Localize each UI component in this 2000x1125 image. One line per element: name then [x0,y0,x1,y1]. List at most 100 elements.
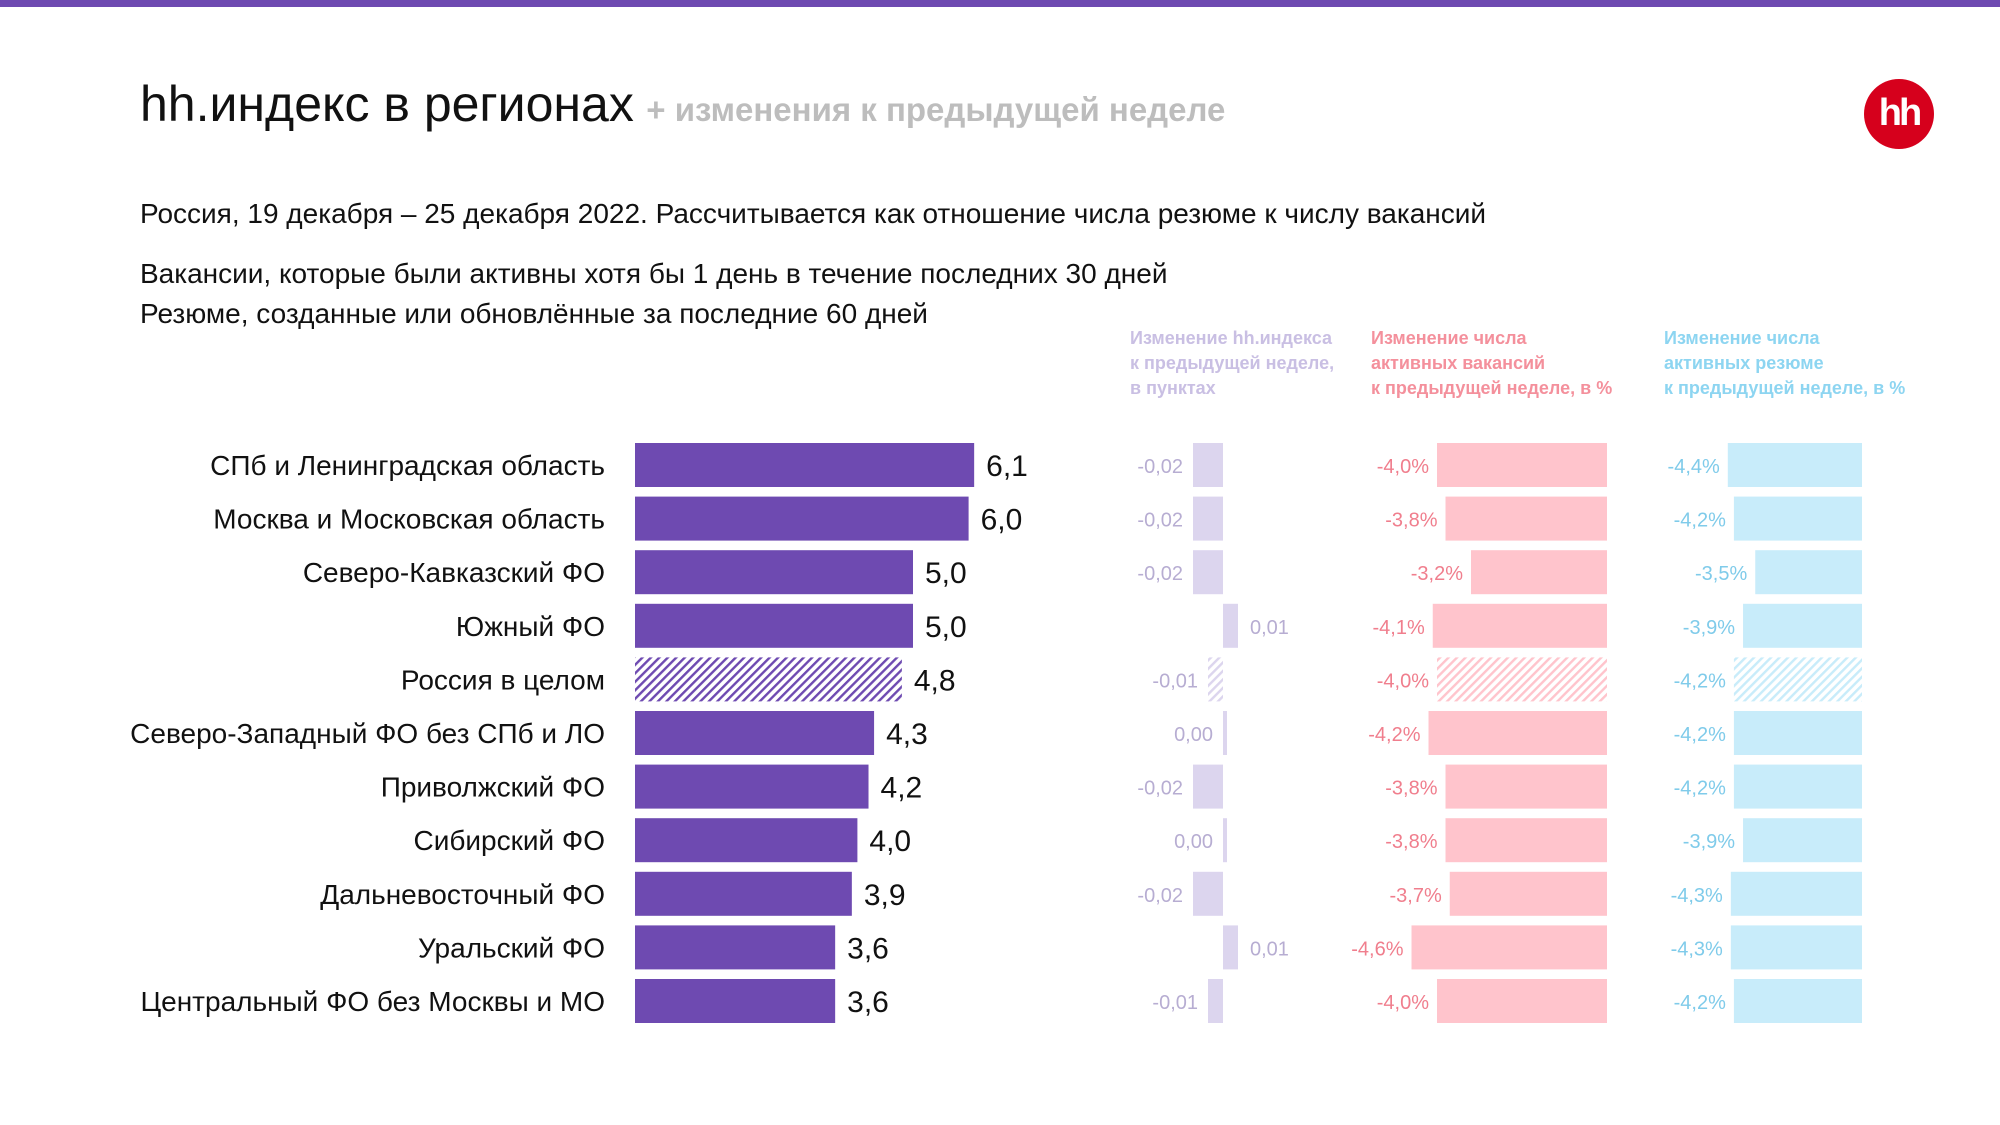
index-bar [635,818,858,863]
category-label: Северо-Кавказский ФО [303,557,605,588]
header-resumes-change: Изменение числа активных резюме к предыд… [1664,326,1906,401]
vacancies-change-bar [1437,657,1607,702]
index-value-label: 5,0 [925,611,967,644]
resumes-change-bar [1727,443,1862,487]
header-index-change-line: в пунктах [1130,378,1216,398]
resumes-change-bar [1733,711,1862,755]
index-change-label: -0,02 [1137,510,1183,532]
header-index-change: Изменение hh.индекса к предыдущей неделе… [1130,326,1360,401]
resumes-change-label: -3,5% [1695,563,1747,585]
resumes-change-bar [1733,657,1862,702]
index-change-bar [1193,550,1223,595]
resumes-change-label: -4,2% [1674,992,1726,1014]
header-vacancies-change-line: к предыдущей неделе, в % [1371,378,1613,398]
resumes-change-label: -4,3% [1671,938,1723,960]
index-bar [635,603,913,648]
vacancies-change-label: -3,8% [1385,510,1437,532]
header-vacancies-change-line: Изменение числа [1371,328,1527,348]
vacancies-change-bar [1445,496,1607,541]
category-label: Центральный ФО без Москвы и МО [140,986,605,1017]
index-change-label: -0,02 [1137,885,1183,907]
page-title: hh.индекс в регионах + изменения к преды… [140,75,1225,133]
resumes-change-label: -3,9% [1683,831,1735,853]
index-value-label: 6,1 [986,450,1028,483]
index-value-label: 4,2 [881,772,923,805]
vacancies-change-label: -4,1% [1373,617,1425,639]
vacancies-change-bar [1471,550,1607,595]
resumes-change-bar [1755,550,1862,595]
resumes-change-label: -4,2% [1674,778,1726,800]
vacancies-change-bar [1445,818,1607,863]
vacancies-change-label: -4,6% [1351,938,1403,960]
index-value-label: 5,0 [925,557,967,590]
vacancies-change-label: -4,0% [1377,670,1429,692]
index-bar [635,550,913,595]
category-label: Москва и Московская область [213,504,605,535]
vacancies-change-bar [1411,925,1607,970]
index-change-bar [1223,603,1238,648]
index-change-label: 0,00 [1174,831,1213,853]
resumes-change-label: -3,9% [1683,617,1735,639]
index-value-label: 6,0 [981,504,1023,537]
resumes-change-label: -4,4% [1668,456,1720,478]
index-change-bar [1193,764,1223,809]
resumes-change-label: -4,3% [1671,885,1723,907]
index-value-label: 4,3 [886,718,928,751]
resumes-change-bar [1730,925,1862,970]
category-label: Приволжский ФО [381,772,605,803]
index-bar [635,443,975,487]
category-label: СПб и Ленинградская область [210,450,605,481]
index-change-label: -0,02 [1137,778,1183,800]
category-label: Дальневосточный ФО [320,879,605,910]
index-change-label: 0,01 [1250,938,1289,960]
resumes-change-bar [1743,818,1862,863]
index-bar [635,657,902,702]
header-index-change-line: Изменение hh.индекса [1130,328,1332,348]
header-resumes-change-line: Изменение числа [1664,328,1820,348]
header-vacancies-change-line: активных вакансий [1371,353,1546,373]
category-label: Сибирский ФО [414,825,606,856]
index-bar [635,764,869,809]
vacancies-change-bar [1428,711,1607,755]
index-value-label: 3,9 [864,879,906,912]
vacancies-change-label: -3,7% [1390,885,1442,907]
header-index-change-line: к предыдущей неделе, [1130,353,1335,373]
index-change-label: -0,02 [1137,563,1183,585]
index-change-bar [1193,871,1223,916]
category-label: Северо-Западный ФО без СПб и ЛО [130,718,605,749]
index-value-label: 4,8 [914,664,956,697]
vacancies-change-label: -3,8% [1385,831,1437,853]
index-change-bar [1223,711,1227,755]
vacancies-change-label: -3,8% [1385,778,1437,800]
title-suffix: + изменения к предыдущей неделе [646,91,1226,128]
resumes-change-label: -4,2% [1674,670,1726,692]
index-change-label: 0,01 [1250,617,1289,639]
resumes-change-label: -4,2% [1674,510,1726,532]
resumes-change-bar [1733,979,1862,1023]
vacancies-change-bar [1432,603,1607,648]
index-change-bar [1223,925,1238,970]
index-value-label: 4,0 [869,825,911,858]
top-accent-stripe [0,0,2000,7]
vacancies-change-bar [1437,979,1607,1023]
header-resumes-change-line: к предыдущей неделе, в % [1664,378,1906,398]
vacancies-change-label: -4,2% [1368,724,1420,746]
index-change-label: 0,00 [1174,724,1213,746]
resumes-change-bar [1733,764,1862,809]
category-label: Уральский ФО [418,932,605,963]
index-bar [635,711,875,755]
chart-subtitle: Россия, 19 декабря – 25 декабря 2022. Ра… [140,198,1487,229]
index-change-bar [1223,818,1227,863]
title-main: hh.индекс в регионах [140,76,634,132]
index-bar [635,979,836,1023]
index-bar [635,871,852,916]
index-change-bar [1193,443,1223,487]
category-label: Южный ФО [456,611,605,642]
note-resumes: Резюме, созданные или обновлённые за пос… [140,298,928,329]
index-change-bar [1208,657,1223,702]
index-bar [635,496,969,541]
resumes-change-bar [1743,603,1862,648]
hh-logo-icon: hh [1864,79,1934,149]
vacancies-change-bar [1449,871,1607,916]
